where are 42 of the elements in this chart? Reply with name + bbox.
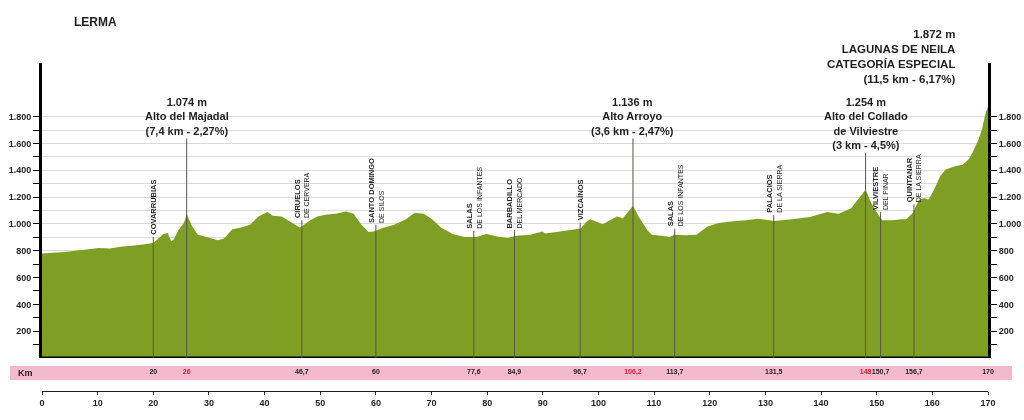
y-tick-label: 400 xyxy=(16,299,32,310)
y2-tick-label: 600 xyxy=(998,272,1014,283)
y2-tick-label: 1.400 xyxy=(998,165,1022,176)
y2-tick-label: 1.000 xyxy=(998,219,1022,230)
x-tick-label: 120 xyxy=(702,397,718,408)
annotation: 1.254 m Alto del Collado de Vilviestre (3 km - 4,5%) xyxy=(824,96,908,151)
y-tick-label: 1.600 xyxy=(8,138,32,149)
y-tick-label: 1.000 xyxy=(8,219,32,230)
x-tick-label: 70 xyxy=(426,397,437,408)
x-tick-label: 160 xyxy=(924,397,940,408)
y-tick-label: 1.200 xyxy=(8,192,32,203)
x-tick-label: 50 xyxy=(315,397,326,408)
y2-tick-label: 1.200 xyxy=(998,192,1022,203)
x-tick-label: 130 xyxy=(757,397,773,408)
annotation: 1.136 m Alto Arroyo (3,6 km - 2,47%) xyxy=(591,96,674,137)
y-tick-label: 1.400 xyxy=(8,165,32,176)
x-tick-label: 10 xyxy=(92,397,103,408)
y-tick-label: 800 xyxy=(16,245,32,256)
annotation: 1.074 m Alto del Majadal (7,4 km - 2,27%) xyxy=(145,96,229,137)
x-tick-label: 80 xyxy=(482,397,493,408)
x-tick-label: 170 xyxy=(980,397,996,408)
x-tick-label: 140 xyxy=(813,397,829,408)
y-tick-label: 200 xyxy=(16,326,32,337)
y2-tick-label: 400 xyxy=(998,299,1014,310)
y-tick-label: 600 xyxy=(16,272,32,283)
x-tick-label: 150 xyxy=(869,397,885,408)
x-tick-label: 0 xyxy=(39,397,45,408)
x-tick-label: 20 xyxy=(148,397,159,408)
x-tick-label: 40 xyxy=(259,397,270,408)
y2-tick-label: 800 xyxy=(998,245,1014,256)
text: LERMA xyxy=(74,15,117,29)
x-tick-label: 60 xyxy=(370,397,381,408)
x-tick-label: 100 xyxy=(590,397,606,408)
annotation: 1.872 m LAGUNAS DE NEILA CATEGORÍA ESPECIAL (11,5 km - 6,17%) xyxy=(827,28,956,85)
y2-tick-label: 200 xyxy=(998,326,1014,337)
y2-tick-label: 1.800 xyxy=(998,111,1022,122)
y2-tick-label: 1.600 xyxy=(998,138,1022,149)
y-tick-label: 1.800 xyxy=(8,111,32,122)
x-tick-label: 110 xyxy=(646,397,662,408)
x-tick-label: 30 xyxy=(203,397,214,408)
x-tick-label: 90 xyxy=(537,397,548,408)
x2-axis-title: Km xyxy=(18,368,33,378)
